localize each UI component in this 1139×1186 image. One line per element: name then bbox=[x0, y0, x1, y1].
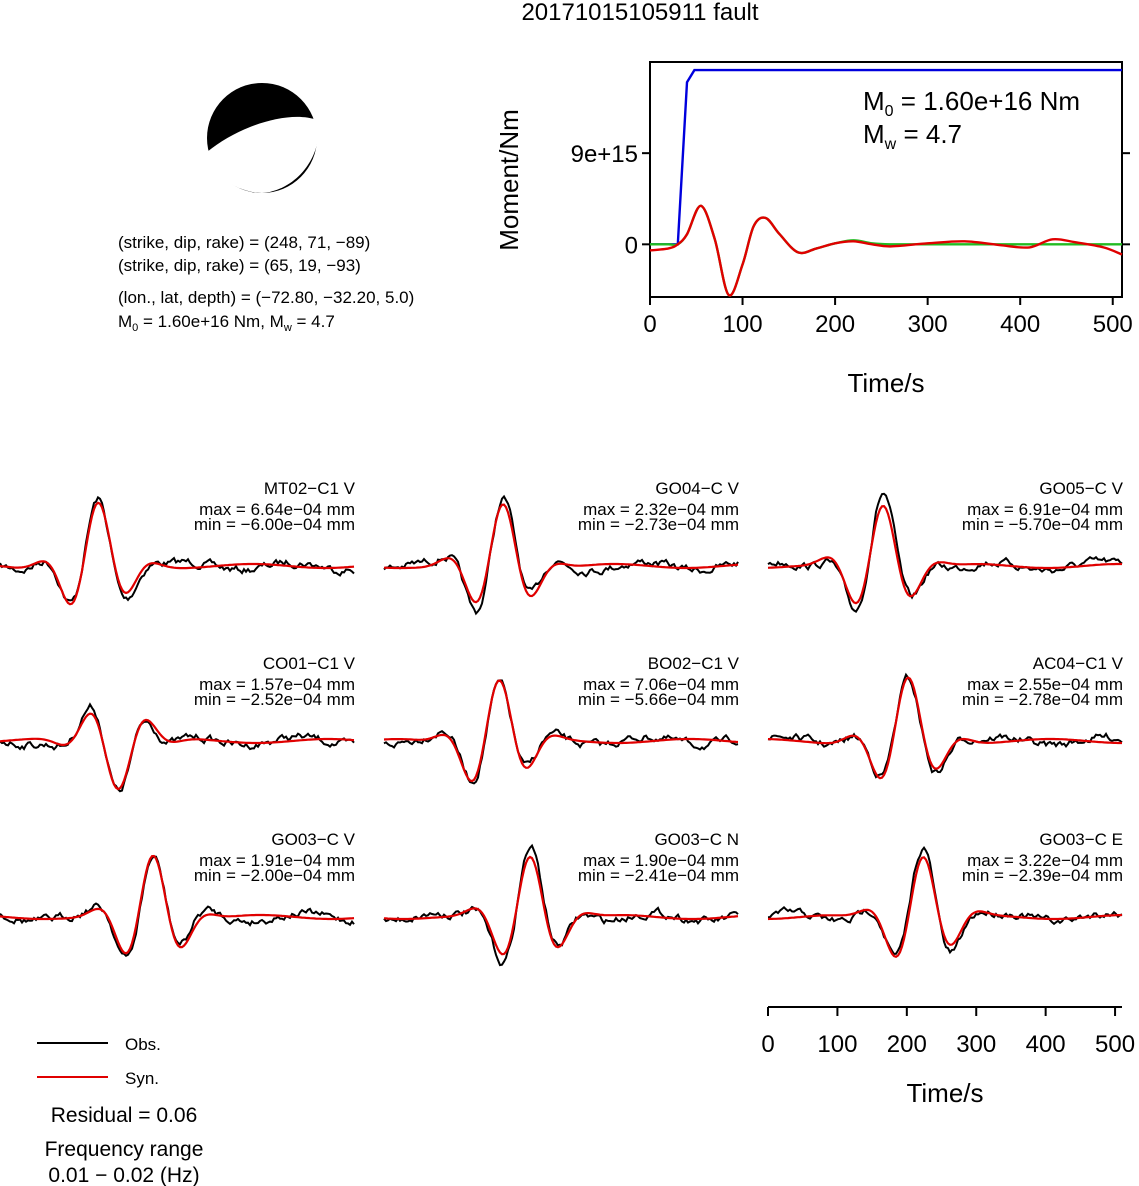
figure-title: 20171015105911 fault bbox=[521, 0, 758, 26]
moment-xtick-label: 300 bbox=[908, 311, 948, 338]
moment-xtick-label: 400 bbox=[1000, 311, 1040, 338]
legend-obs-label: Obs. bbox=[125, 1035, 161, 1054]
frequency-range: 0.01 − 0.02 (Hz) bbox=[48, 1164, 199, 1186]
synthetic-trace bbox=[0, 501, 355, 606]
moment-plot-frame bbox=[649, 61, 1123, 298]
station-label: GO05−C V bbox=[1039, 479, 1123, 498]
max-amplitude: max = 1.91e−04 mm bbox=[199, 851, 355, 870]
observed-trace bbox=[767, 492, 1123, 613]
max-amplitude: max = 1.90e−04 mm bbox=[583, 851, 739, 870]
station-label: GO03−C V bbox=[271, 830, 355, 849]
synthetic-trace bbox=[0, 854, 355, 955]
max-amplitude: max = 2.55e−04 mm bbox=[967, 675, 1123, 694]
synthetic-trace bbox=[768, 676, 1122, 780]
min-amplitude: min = −6.00e−04 mm bbox=[194, 515, 355, 534]
synthetic-trace bbox=[383, 503, 739, 604]
moment-xlabel: Time/s bbox=[847, 368, 924, 398]
mechanism-nodal-plane-1: (strike, dip, rake) = (248, 71, −89) bbox=[118, 233, 370, 252]
moment-xtick-label: 200 bbox=[815, 311, 855, 338]
waveform-time-axis: Time/s 0 100 200 300 400 500 bbox=[761, 1006, 1135, 1108]
synthetic-trace bbox=[383, 855, 739, 956]
min-amplitude: min = −2.52e−04 mm bbox=[194, 690, 355, 709]
frequency-title: Frequency range bbox=[45, 1138, 204, 1161]
min-amplitude: min = −2.41e−04 mm bbox=[578, 866, 739, 885]
station-label: GO03−C N bbox=[654, 830, 739, 849]
max-amplitude: max = 7.06e−04 mm bbox=[583, 675, 739, 694]
waveform-xtick-label: 500 bbox=[1095, 1031, 1135, 1058]
legend: Obs. Syn. Residual = 0.06 Frequency rang… bbox=[37, 1035, 203, 1186]
synthetic-trace bbox=[383, 679, 739, 783]
max-amplitude: max = 6.91e−04 mm bbox=[967, 500, 1123, 519]
moment-ylabel: Moment/Nm bbox=[494, 109, 524, 251]
min-amplitude: min = −2.73e−04 mm bbox=[578, 515, 739, 534]
mechanism-moment: M0 = 1.60e+16 Nm, Mw = 4.7 bbox=[118, 312, 335, 334]
min-amplitude: min = −2.78e−04 mm bbox=[962, 690, 1123, 709]
moment-xtick-label: 100 bbox=[723, 311, 763, 338]
moment-series-fit bbox=[649, 204, 1123, 297]
station-label: GO04−C V bbox=[655, 479, 739, 498]
max-amplitude: max = 3.22e−04 mm bbox=[967, 851, 1123, 870]
station-label: MT02−C1 V bbox=[264, 479, 356, 498]
waveform-xtick-label: 0 bbox=[761, 1031, 774, 1058]
min-amplitude: min = −5.70e−04 mm bbox=[962, 515, 1123, 534]
min-amplitude: min = −2.00e−04 mm bbox=[194, 866, 355, 885]
station-label: GO03−C E bbox=[1039, 830, 1123, 849]
synthetic-trace bbox=[0, 712, 355, 791]
beachball-icon bbox=[207, 83, 319, 193]
moment-plot-series bbox=[649, 68, 1123, 297]
waveform-xtick-label: 200 bbox=[887, 1031, 927, 1058]
min-amplitude: min = −2.39e−04 mm bbox=[962, 866, 1123, 885]
moment-xtick-label: 0 bbox=[643, 311, 656, 338]
max-amplitude: max = 6.64e−04 mm bbox=[199, 500, 355, 519]
waveform-axis-xlabel: Time/s bbox=[906, 1078, 983, 1108]
waveform-xtick-label: 300 bbox=[956, 1031, 996, 1058]
observed-trace bbox=[0, 855, 355, 958]
moment-ytick-label: 0 bbox=[625, 232, 638, 259]
legend-syn-label: Syn. bbox=[125, 1069, 159, 1088]
moment-mw-label: Mw = 4.7 bbox=[863, 119, 962, 153]
moment-series-wavelet bbox=[649, 204, 1122, 297]
observed-trace bbox=[0, 702, 355, 793]
max-amplitude: max = 2.32e−04 mm bbox=[583, 500, 739, 519]
station-label: BO02−C1 V bbox=[648, 654, 740, 673]
max-amplitude: max = 1.57e−04 mm bbox=[199, 675, 355, 694]
station-label: CO01−C1 V bbox=[263, 654, 356, 673]
mechanism-nodal-plane-2: (strike, dip, rake) = (65, 19, −93) bbox=[118, 256, 361, 275]
waveform-xtick-label: 100 bbox=[817, 1031, 857, 1058]
station-label: AC04−C1 V bbox=[1033, 654, 1124, 673]
residual-text: Residual = 0.06 bbox=[51, 1104, 198, 1127]
min-amplitude: min = −5.66e−04 mm bbox=[578, 690, 739, 709]
observed-trace bbox=[767, 672, 1123, 779]
moment-m0-label: M0 = 1.60e+16 Nm bbox=[863, 86, 1080, 120]
waveform-xtick-label: 400 bbox=[1026, 1031, 1066, 1058]
moment-xtick-label: 500 bbox=[1093, 311, 1133, 338]
synthetic-trace bbox=[767, 504, 1122, 605]
moment-plot-ticks: 0 100 200 300 400 500 9e+15 0 bbox=[571, 141, 1133, 338]
mechanism-location: (lon., lat, depth) = (−72.80, −32.20, 5.… bbox=[118, 288, 414, 307]
synthetic-trace bbox=[767, 856, 1123, 959]
moment-ytick-label: 9e+15 bbox=[571, 141, 638, 168]
